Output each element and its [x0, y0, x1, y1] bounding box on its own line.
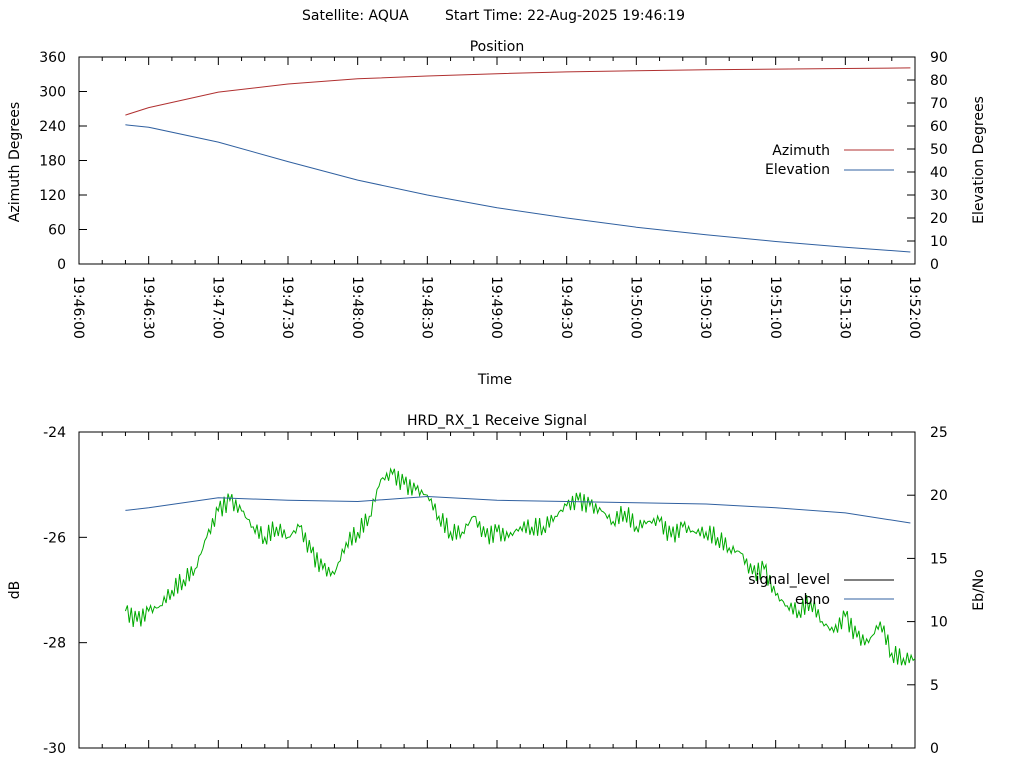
x-tick-label: 19:49:00 [488, 276, 504, 339]
x-tick-label: 19:47:00 [209, 276, 225, 339]
series-elevation [125, 124, 911, 253]
legend-label-ebno: ebno [795, 592, 830, 608]
receive-y2-axis-label: Eb/No [971, 569, 987, 611]
x-tick-label: 19:50:30 [697, 276, 713, 339]
receive-series [124, 467, 916, 666]
position-plot-frame [78, 56, 916, 265]
series-ebno [125, 495, 911, 524]
y2-tick-label: 10 [930, 615, 948, 631]
x-tick-label: 19:50:00 [627, 276, 643, 339]
y-tick-label: -30 [43, 741, 66, 757]
legend-label-elevation: Elevation [765, 162, 830, 178]
x-tick-label: 19:52:00 [906, 276, 922, 339]
position-x-axis-label: Time [477, 372, 512, 388]
y-tick-label: 60 [48, 223, 66, 239]
x-tick-label: 19:51:00 [767, 276, 783, 339]
position-y-axis-label: Azimuth Degrees [7, 102, 23, 222]
y2-tick-label: 30 [930, 188, 948, 204]
position-chart: Position 19:46:00 19:46:30 19:47:00 19:47:3… [7, 39, 987, 388]
y2-tick-label: 15 [930, 551, 948, 567]
legend-label-azimuth: Azimuth [772, 143, 830, 159]
y2-tick-label: 60 [930, 119, 948, 135]
series-azimuth [125, 67, 911, 116]
x-tick-label: 19:51:30 [836, 276, 852, 339]
receive-signal-chart-title: HRD_RX_1 Receive Signal [407, 413, 587, 429]
y2-tick-label: 5 [930, 678, 939, 694]
y-tick-label: 120 [39, 188, 66, 204]
y-tick-label: -26 [43, 530, 66, 546]
receive-y2-ticks: 0 5 10 15 20 25 [907, 425, 948, 757]
x-tick-label: 19:46:30 [140, 276, 156, 339]
start-time-label: Start Time: 22-Aug-2025 19:46:19 [445, 8, 685, 24]
y-tick-label: 360 [39, 50, 66, 66]
receive-y-ticks: -30 -28 -26 -24 [43, 425, 87, 757]
y2-tick-label: 25 [930, 425, 948, 441]
position-y2-axis-label: Elevation Degrees [971, 96, 987, 224]
satellite-label: Satellite: AQUA [302, 8, 409, 24]
position-series [125, 67, 911, 253]
position-y2-ticks: 0 10 20 30 40 50 60 70 80 90 [907, 50, 948, 273]
receive-legend: signal_level ebno [748, 572, 894, 608]
x-tick-label: 19:48:00 [349, 276, 365, 339]
x-tick-label: 19:47:30 [279, 276, 295, 339]
y-tick-label: 300 [39, 85, 66, 101]
receive-plot-frame [78, 431, 916, 749]
y-tick-label: 0 [57, 257, 66, 273]
y2-tick-label: 40 [930, 165, 948, 181]
y2-tick-label: 50 [930, 142, 948, 158]
y2-tick-label: 90 [930, 50, 948, 66]
x-tick-label: 19:48:30 [418, 276, 434, 339]
position-x-ticks: 19:46:00 19:46:30 19:47:00 19:47:30 19:48:00… [70, 57, 922, 339]
y2-tick-label: 80 [930, 73, 948, 89]
y2-tick-label: 10 [930, 234, 948, 250]
y2-tick-label: 20 [930, 488, 948, 504]
receive-x-ticks [78, 432, 916, 748]
x-tick-label: 19:49:30 [558, 276, 574, 339]
y-tick-label: -24 [43, 425, 66, 441]
receive-y-axis-label: dB [7, 581, 23, 600]
y2-tick-label: 0 [930, 741, 939, 757]
series-signal-level [124, 467, 916, 666]
receive-signal-chart: HRD_RX_1 Receive Signal -30 -28 -26 -24 0 5 1… [7, 413, 987, 757]
y-tick-label: 180 [39, 154, 66, 170]
position-y-ticks: 0 60 120 180 240 300 360 [39, 50, 87, 273]
y2-tick-label: 0 [930, 257, 939, 273]
x-tick-label: 19:46:00 [70, 276, 86, 339]
y-tick-label: 240 [39, 119, 66, 135]
y2-tick-label: 20 [930, 211, 948, 227]
position-legend: Azimuth Elevation [765, 143, 894, 178]
y2-tick-label: 70 [930, 96, 948, 112]
position-chart-title: Position [470, 39, 525, 55]
y-tick-label: -28 [43, 636, 66, 652]
legend-label-signal-level: signal_level [748, 572, 830, 588]
